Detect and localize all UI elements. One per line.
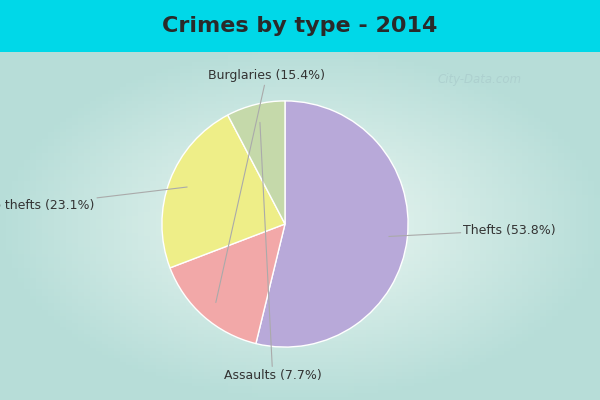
Wedge shape <box>256 101 408 347</box>
Text: City-Data.com: City-Data.com <box>438 74 522 86</box>
Wedge shape <box>228 101 285 224</box>
Text: Thefts (53.8%): Thefts (53.8%) <box>389 224 556 237</box>
Wedge shape <box>162 115 285 268</box>
Text: Assaults (7.7%): Assaults (7.7%) <box>224 122 322 382</box>
Text: Crimes by type - 2014: Crimes by type - 2014 <box>163 16 437 36</box>
Text: Auto thefts (23.1%): Auto thefts (23.1%) <box>0 187 187 212</box>
Wedge shape <box>170 224 285 344</box>
Text: Burglaries (15.4%): Burglaries (15.4%) <box>208 70 325 302</box>
